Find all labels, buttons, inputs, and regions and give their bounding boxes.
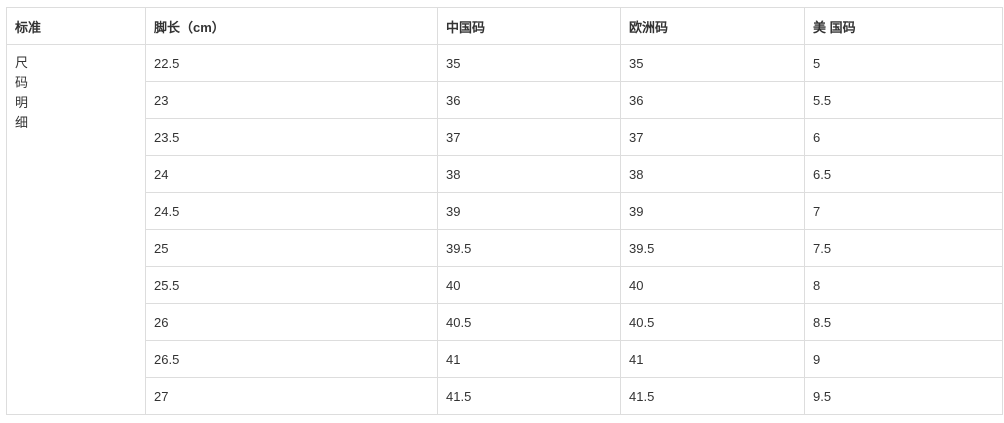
foot-length-cell: 25.5 — [145, 266, 438, 304]
eu-size-cell: 38 — [620, 155, 805, 193]
foot-length-cell: 26 — [145, 303, 438, 341]
foot-length-cell: 25 — [145, 229, 438, 267]
row-label-char: 码 — [15, 75, 29, 90]
us-size-cell: 8.5 — [804, 303, 1003, 341]
row-label-size-details: 尺码明细 — [6, 44, 146, 415]
header-eu-size: 欧洲码 — [620, 7, 805, 45]
foot-length-cell: 23.5 — [145, 118, 438, 156]
header-row: 标准 脚长（cm） 中国码 欧洲码 美 国码 — [6, 7, 1003, 45]
us-size-cell: 7.5 — [804, 229, 1003, 267]
table-row: 27 41.5 41.5 9.5 — [7, 377, 1003, 415]
us-size-cell: 9.5 — [804, 377, 1003, 415]
table-row: 26.5 41 41 9 — [7, 340, 1003, 378]
china-size-cell: 38 — [437, 155, 621, 193]
table-row: 25 39.5 39.5 7.5 — [7, 229, 1003, 267]
table-row: 24.5 39 39 7 — [7, 192, 1003, 230]
china-size-cell: 40.5 — [437, 303, 621, 341]
foot-length-cell: 22.5 — [145, 44, 438, 82]
china-size-cell: 41 — [437, 340, 621, 378]
eu-size-cell: 35 — [620, 44, 805, 82]
row-label-char: 细 — [15, 115, 29, 130]
table-row: 26 40.5 40.5 8.5 — [7, 303, 1003, 341]
foot-length-cell: 27 — [145, 377, 438, 415]
table-row: 尺码明细 22.5 35 35 5 — [6, 44, 1003, 415]
foot-length-cell: 23 — [145, 81, 438, 119]
table-row: 25.5 40 40 8 — [7, 266, 1003, 304]
foot-length-cell: 24.5 — [145, 192, 438, 230]
us-size-cell: 8 — [804, 266, 1003, 304]
table-row: 23.5 37 37 6 — [7, 118, 1003, 156]
header-us-size: 美 国码 — [804, 7, 1003, 45]
eu-size-cell: 39 — [620, 192, 805, 230]
china-size-cell: 41.5 — [437, 377, 621, 415]
china-size-cell: 36 — [437, 81, 621, 119]
china-size-cell: 40 — [437, 266, 621, 304]
header-foot-length: 脚长（cm） — [145, 7, 438, 45]
us-size-cell: 6.5 — [804, 155, 1003, 193]
us-size-cell: 9 — [804, 340, 1003, 378]
table-row: 23 36 36 5.5 — [7, 81, 1003, 119]
table-row: 24 38 38 6.5 — [7, 155, 1003, 193]
us-size-cell: 6 — [804, 118, 1003, 156]
eu-size-cell: 40.5 — [620, 303, 805, 341]
row-label-char: 明 — [15, 95, 29, 110]
eu-size-cell: 41.5 — [620, 377, 805, 415]
size-chart-table: 标准 脚长（cm） 中国码 欧洲码 美 国码 尺码明细 22.5 35 35 5 23 36… — [6, 7, 1003, 415]
china-size-cell: 39 — [437, 192, 621, 230]
eu-size-cell: 40 — [620, 266, 805, 304]
china-size-cell: 39.5 — [437, 229, 621, 267]
eu-size-cell: 41 — [620, 340, 805, 378]
us-size-cell: 5 — [804, 44, 1003, 82]
us-size-cell: 5.5 — [804, 81, 1003, 119]
us-size-cell: 7 — [804, 192, 1003, 230]
china-size-cell: 35 — [437, 44, 621, 82]
row-label-char: 尺 — [15, 55, 29, 70]
foot-length-cell: 26.5 — [145, 340, 438, 378]
eu-size-cell: 39.5 — [620, 229, 805, 267]
eu-size-cell: 37 — [620, 118, 805, 156]
header-china-size: 中国码 — [437, 7, 621, 45]
header-standard: 标准 — [6, 7, 146, 45]
foot-length-cell: 24 — [145, 155, 438, 193]
china-size-cell: 37 — [437, 118, 621, 156]
eu-size-cell: 36 — [620, 81, 805, 119]
